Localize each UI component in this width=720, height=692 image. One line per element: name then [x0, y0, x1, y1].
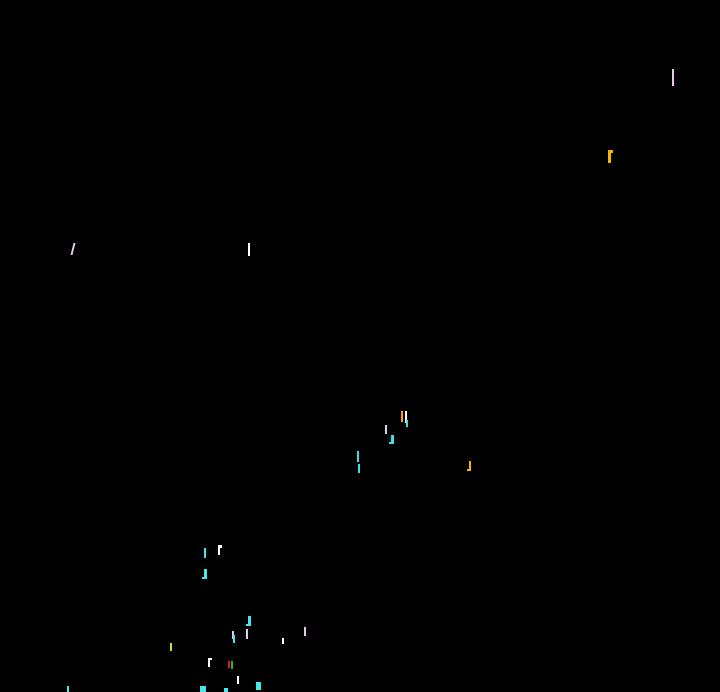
glyph-fragment-red-lower — [228, 661, 231, 668]
glyph-fragment-cyan-lower-a-segment — [204, 548, 206, 558]
glyph-fragment-lavender-lower-a-segment — [246, 629, 248, 639]
glyph-fragment-green-lower-segment — [231, 661, 233, 669]
glyph-fragment-lavender-lower-c-segment — [304, 627, 306, 636]
glyph-fragment-cyan-lower-c-segment — [248, 616, 251, 624]
glyph-fragment-lavender-lower-c — [304, 627, 307, 636]
glyph-fragment-cyan-lower-b — [202, 569, 207, 579]
glyph-fragment-lavender-left-segment — [70, 243, 76, 255]
glyph-fragment-lavender-center — [385, 425, 388, 434]
glyph-fragment-cyan-lower-e — [200, 686, 206, 692]
glyph-fragment-lavender-upper-right-segment — [672, 69, 674, 86]
glyph-fragment-cyan-lower-a — [204, 548, 208, 558]
glyph-fragment-cyan-lower-e-segment — [200, 686, 206, 692]
glyph-fragment-cyan-lower-d-segment — [233, 635, 235, 643]
glyph-fragment-amber-center-right — [467, 461, 471, 471]
glyph-fragment-yellowgreen-lower — [170, 643, 174, 651]
glyph-fragment-cyan-lower-g — [256, 682, 261, 690]
glyph-fragment-lavender-lower-a — [246, 629, 249, 639]
glyph-fragment-cyan-center-a — [406, 420, 409, 427]
glyph-fragment-red-lower-segment — [228, 661, 230, 668]
glyph-fragment-white-lower-b-segment — [282, 638, 284, 644]
glyph-fragment-orange-center — [401, 411, 404, 422]
glyph-fragment-white-lower-a — [218, 545, 222, 555]
glyph-fragment-cyan-bottom-left-segment — [67, 686, 69, 692]
glyph-fragment-white-center-segment — [405, 411, 407, 423]
glyph-fragment-cyan-lower-g-segment — [256, 682, 261, 690]
glyph-fragment-lavender-center-segment — [385, 425, 387, 434]
glyph-fragment-cyan-lower-d — [233, 635, 236, 643]
glyph-fragment-cyan-center-c — [357, 451, 361, 462]
glyph-fragment-cyan-bottom-left — [67, 686, 70, 692]
glyph-fragment-white-lower-c-segment — [208, 658, 212, 660]
glyph-fragment-lavender-upper-right — [672, 69, 675, 86]
glyph-fragment-cyan-center-b-segment — [391, 435, 394, 442]
glyph-fragment-white-left-mid — [248, 243, 251, 256]
glyph-fragment-cyan-lower-c — [246, 616, 251, 626]
glyph-fragment-yellowgreen-lower-segment — [170, 643, 172, 651]
glyph-fragment-cyan-lower-c-segment — [246, 624, 251, 626]
glyph-fragment-white-lower-a-segment — [218, 545, 222, 548]
glyph-fragment-cyan-lower-f-segment — [224, 688, 228, 692]
glyph-fragment-cyan-center-a-segment — [406, 420, 408, 427]
glyph-fragment-cyan-lower-f — [224, 688, 228, 692]
glyph-fragment-cyan-center-b-segment — [389, 442, 394, 444]
glyph-fragment-lavender-left — [70, 243, 76, 255]
glyph-fragment-amber-upper-right-segment — [608, 150, 611, 163]
glyph-fragment-white-lower-a-segment — [218, 545, 220, 555]
glyph-fragment-white-lower-d-segment — [237, 676, 239, 684]
glyph-fragment-amber-upper-right — [608, 150, 613, 163]
glyph-fragment-cyan-center-b — [389, 435, 394, 444]
glyph-fragment-cyan-center-c-segment — [357, 451, 359, 462]
glyph-fragment-cyan-center-d-segment — [358, 464, 360, 473]
glyph-fragment-white-lower-d — [237, 676, 240, 684]
glyph-fragment-white-lower-c — [208, 658, 212, 667]
glyph-fragment-orange-center-segment — [401, 411, 403, 422]
glyph-fragment-cyan-lower-b-segment — [202, 577, 207, 579]
glyph-fragment-amber-center-right-segment — [467, 469, 471, 471]
glyph-fragment-green-lower — [231, 661, 235, 669]
glyph-fragment-amber-center-right-segment — [469, 461, 471, 469]
glyph-fragment-white-lower-c-segment — [208, 658, 210, 667]
glyph-fragment-cyan-lower-b-segment — [204, 569, 207, 577]
glyph-fragment-white-center — [405, 411, 408, 423]
glyph-fragment-white-lower-b — [282, 638, 286, 644]
glyph-fragment-white-left-mid-segment — [248, 243, 250, 256]
glyph-fragment-cyan-center-d — [358, 464, 361, 473]
